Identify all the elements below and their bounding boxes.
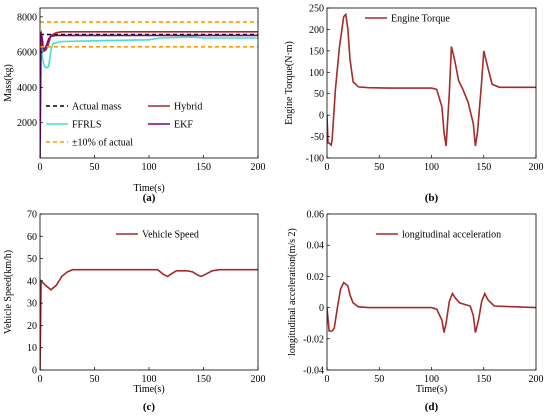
y-tick-label: 100 (309, 68, 324, 79)
x-tick-label: 200 (529, 374, 544, 385)
legend-entry: ±10% of actual (72, 138, 133, 149)
y-tick-label: 250 (309, 4, 324, 15)
legend: Vehicle Speed (116, 230, 199, 241)
x-tick-label: 100 (142, 162, 157, 173)
y-tick-label: 0.02 (307, 272, 325, 283)
y-tick-label: -50 (311, 132, 324, 143)
x-tick-label: 200 (251, 374, 266, 385)
x-tick-label: 0 (38, 374, 43, 385)
panel-caption: (a) (143, 192, 156, 204)
panel-caption: (d) (425, 401, 439, 413)
plot-frame (326, 7, 537, 159)
y-axis-label: Vehicle Speed(km/h) (3, 250, 14, 334)
plot-frame (39, 7, 259, 159)
x-tick-label: 150 (196, 162, 211, 173)
y-tick-label: 8000 (17, 12, 37, 23)
legend-entry: longitudinal acceleration (402, 230, 501, 241)
chart-panel-3: 0 50 100 150 200 0 10 20 30 40 50 60 70 Time(s) Vehicl… (3, 210, 266, 414)
y-tick-label: 0 (32, 366, 37, 377)
y-tick-label: 30 (27, 299, 37, 310)
chart-panel-2: 0 50 100 150 200 -100 -50 0 50 100 150 200 250 Engine… (284, 4, 544, 205)
y-tick-label: -0.02 (303, 334, 324, 345)
y-tick-label: 70 (27, 210, 37, 221)
legend: Engine Torque (365, 14, 450, 25)
x-tick-label: 150 (196, 374, 211, 385)
y-tick-label: 2000 (17, 118, 37, 129)
y-tick-label: 150 (309, 46, 324, 57)
y-tick-label: 0.06 (307, 210, 325, 221)
x-tick-label: 50 (374, 162, 384, 173)
legend: longitudinal acceleration (376, 230, 501, 241)
y-tick-label: 0 (319, 303, 324, 314)
legend-entry: Vehicle Speed (142, 230, 199, 241)
y-tick-label: 50 (314, 89, 324, 100)
x-tick-label: 100 (142, 374, 157, 385)
chart-panel-4: 0 50 100 150 200 -0.04 -0.02 0 0.02 0.04 0.06 Time(… (287, 210, 544, 414)
x-tick-label: 50 (90, 162, 100, 173)
y-tick-label: 200 (309, 25, 324, 36)
x-tick-label: 150 (476, 374, 491, 385)
y-axis-label: Engine Torque(N·m) (284, 41, 295, 125)
legend-entry: EKF (174, 120, 193, 131)
series-line-3 (40, 36, 258, 158)
x-tick-label: 0 (38, 162, 43, 173)
x-tick-label: 150 (476, 162, 491, 173)
x-axis-label: Time(s) (133, 183, 164, 194)
y-axis-label: Mass(kg) (3, 64, 14, 102)
y-tick-label: 6000 (17, 48, 37, 59)
y-tick-label: 40 (27, 276, 37, 287)
series-line-1 (327, 281, 536, 333)
y-tick-label: -0.04 (303, 366, 324, 377)
x-tick-label: 200 (251, 162, 266, 173)
legend-entry: Hybrid (174, 102, 202, 113)
x-tick-label: 100 (424, 374, 439, 385)
x-tick-label: 50 (90, 374, 100, 385)
legend-entry: Engine Torque (391, 14, 450, 25)
y-tick-label: 4000 (17, 83, 37, 94)
x-tick-label: 200 (529, 162, 544, 173)
x-tick-label: 0 (325, 162, 330, 173)
y-tick-label: -100 (306, 154, 324, 165)
y-tick-label: 0 (319, 111, 324, 122)
y-axis-label: longitudinal acceleration(m/s 2) (287, 228, 298, 356)
series-line-1 (40, 268, 258, 370)
y-tick-label: 50 (27, 254, 37, 265)
x-tick-label: 50 (374, 374, 384, 385)
legend-entry: Actual mass (72, 102, 121, 113)
x-axis-label: Time(s) (416, 384, 447, 395)
series-line-1 (327, 12, 536, 147)
legend: Actual mass Hybrid FFRLS EKF ±10% of actual (46, 102, 202, 149)
panel-caption: (c) (143, 401, 156, 413)
y-tick-label: 20 (27, 321, 37, 332)
panel-caption: (b) (425, 192, 439, 204)
x-axis-label: Time(s) (133, 384, 164, 395)
y-tick-label: 60 (27, 232, 37, 243)
y-tick-label: 10 (27, 343, 37, 354)
legend-entry: FFRLS (72, 120, 101, 131)
x-tick-label: 100 (424, 162, 439, 173)
series-line-4 (40, 32, 258, 158)
x-tick-label: 0 (325, 374, 330, 385)
y-tick-label: 0.04 (307, 241, 325, 252)
chart-panel-1: 0 50 100 150 200 2000 4000 6000 8000 Time(s) Mass(… (3, 7, 266, 204)
